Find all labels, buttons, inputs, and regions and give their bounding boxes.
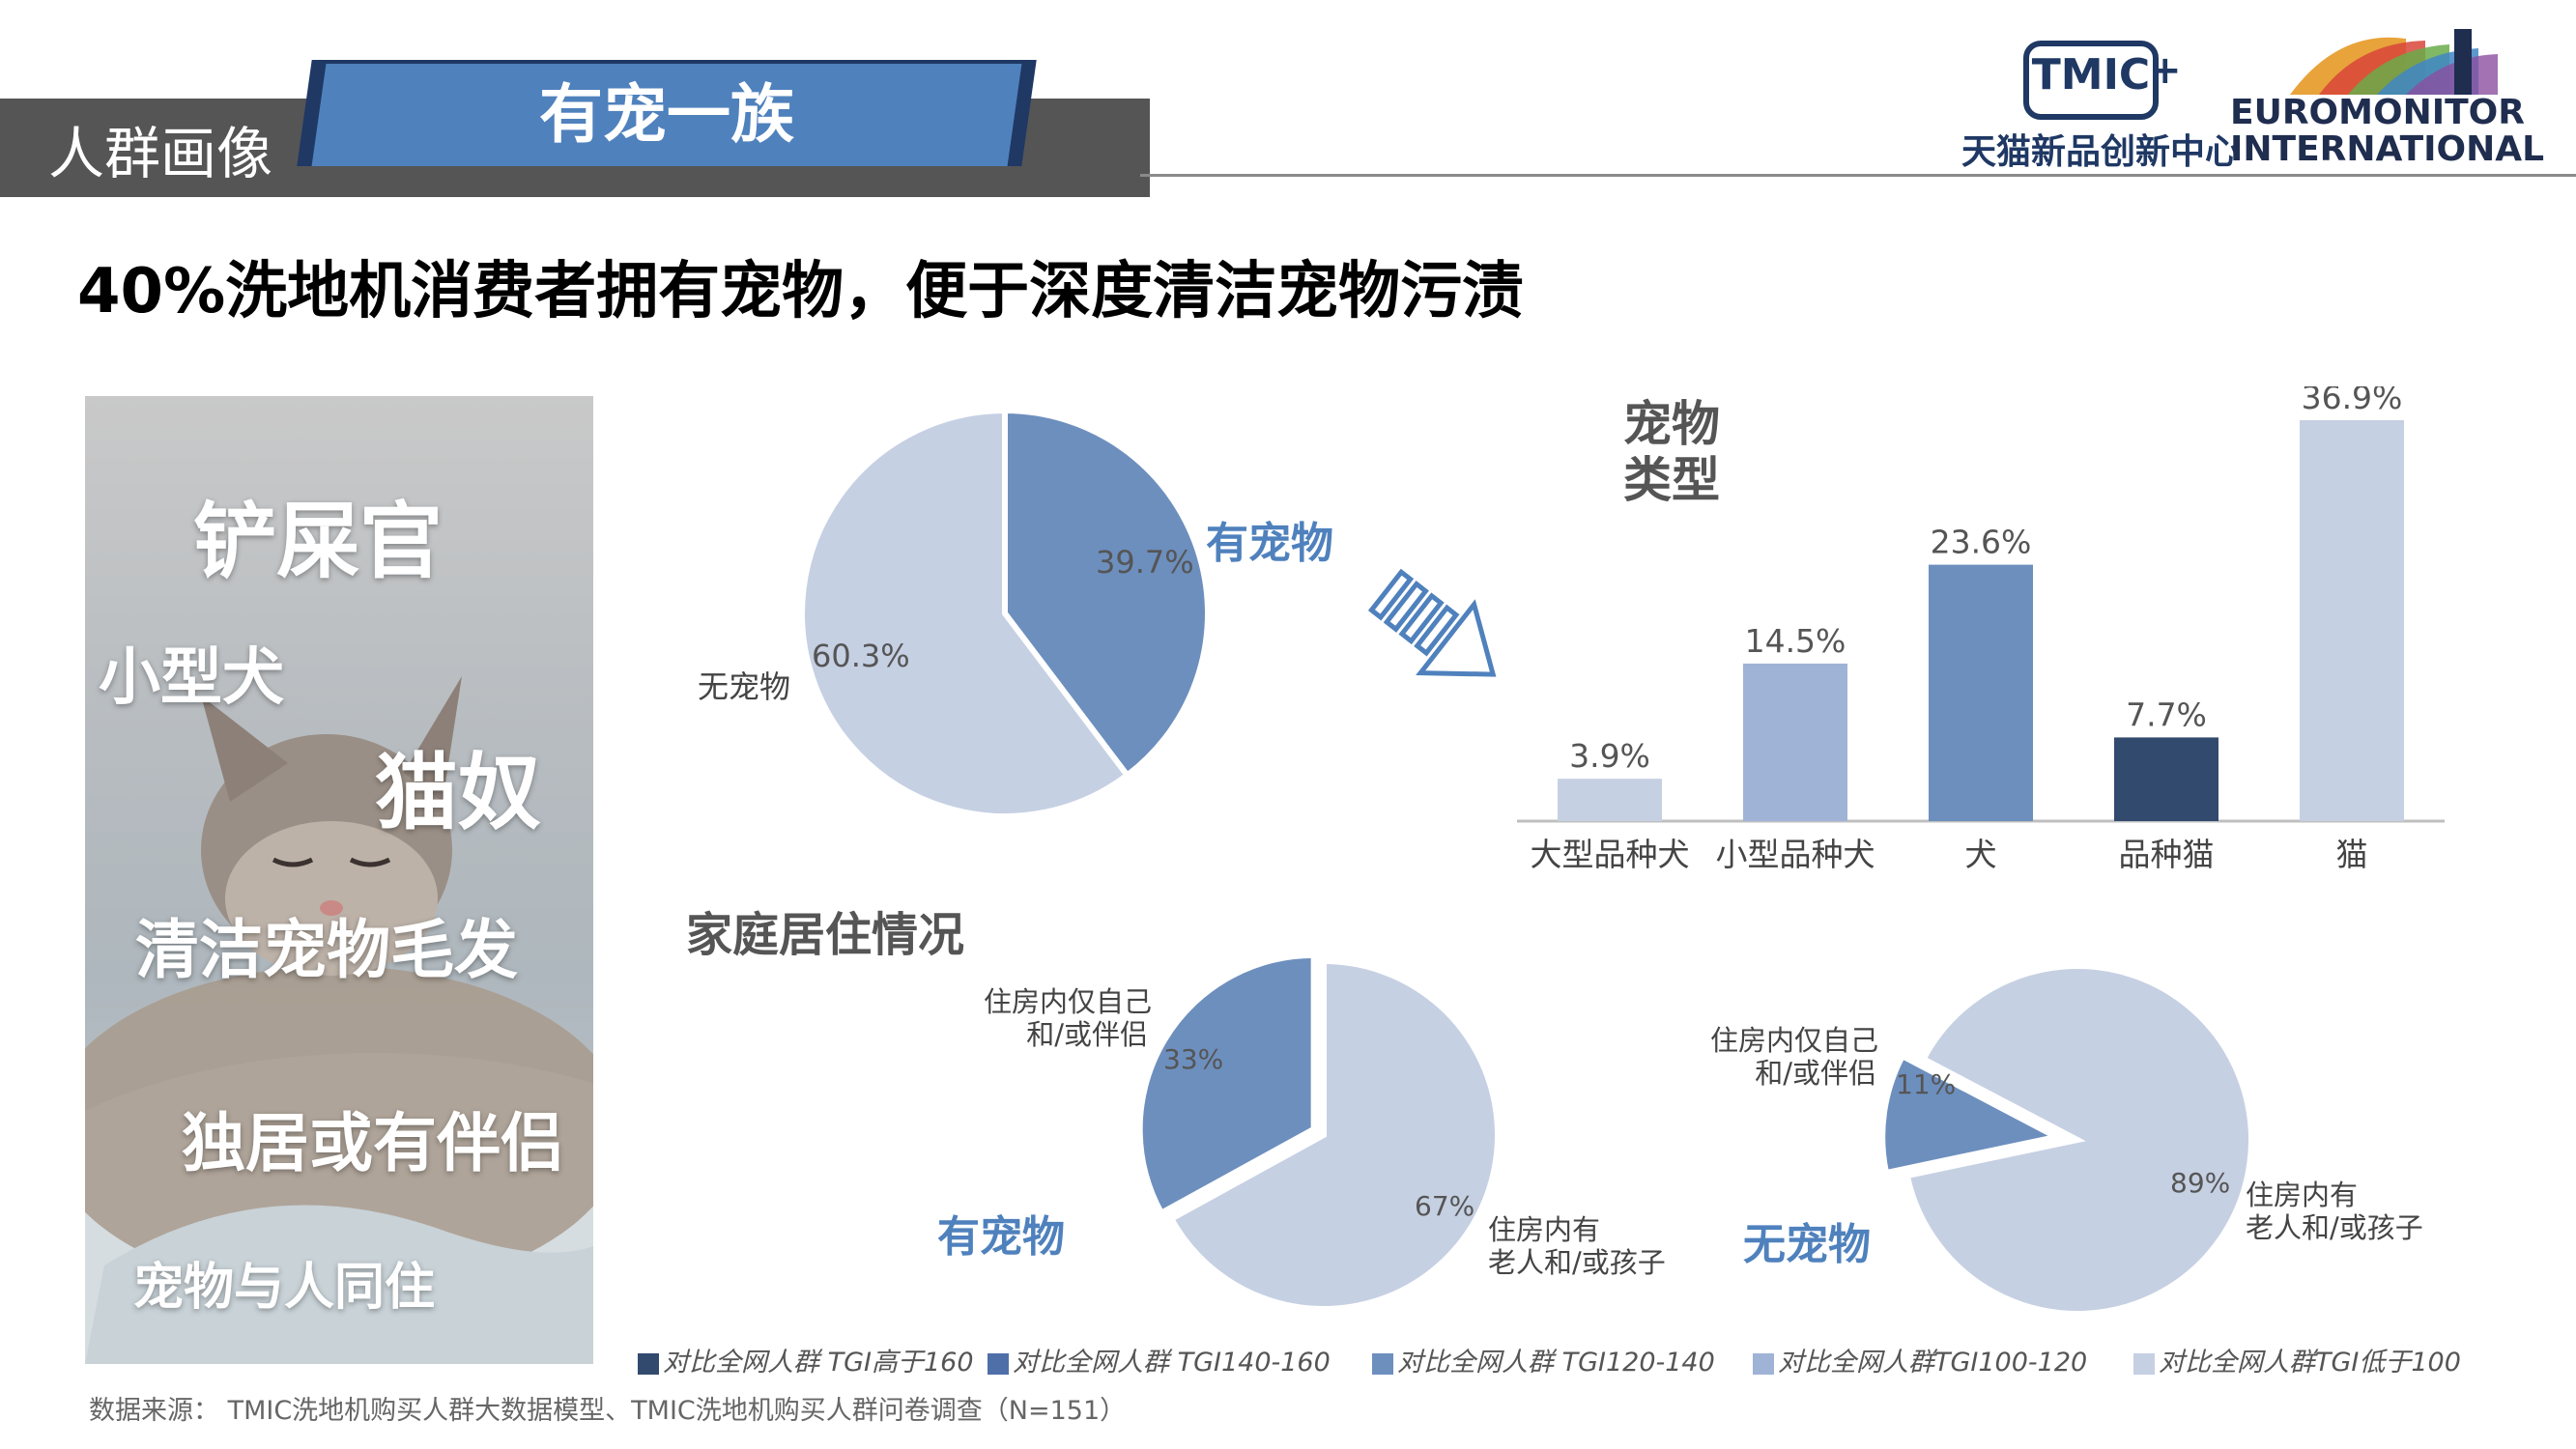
non-pet-owner-household-pie [1879,963,2251,1317]
pie3-alone-label-line2: 和/或伴侣 [1755,1057,1876,1090]
tmic-logo-cn: 天猫新品创新中心 [1961,132,2241,172]
pie3-slice-alone [1879,1052,2065,1177]
euromonitor-logo-mark [2290,29,2498,95]
bar-value-label: 7.7% [2126,696,2207,733]
tmic-logo-text: TMIC [2031,50,2151,99]
legend-label: 对比全网人群 TGI120-140 [1397,1348,1715,1378]
pie2-slice-elder [1167,957,1501,1312]
plus-icon: + [2149,48,2182,93]
pie2-alone-label-line2: 和/或伴侣 [1026,1018,1148,1051]
tgi-legend: 对比全网人群 TGI高于160 对比全网人群 TGI140-160 对比全网人群… [638,1341,2474,1379]
legend-swatch [987,1352,1009,1375]
bar-value-label: 23.6% [1931,524,2032,561]
pie2-alone-label-line1: 住房内仅自己 [984,985,1153,1018]
legend-label: 对比全网人群TGI100-120 [1778,1348,2088,1378]
legend-item-tgi-120-140: 对比全网人群 TGI120-140 [1372,1341,1715,1379]
tag-pets-live-with-people: 宠物与人同住 [133,1259,436,1317]
legend-swatch [1753,1352,1774,1375]
legend-label: 对比全网人群 TGI140-160 [1013,1348,1331,1378]
legend-item-tgi-lt100: 对比全网人群TGI低于100 [2133,1341,2461,1379]
pet-owner-household-pie [1136,952,1501,1312]
pie2-elder-label: 住房内有 老人和/或孩子 [1488,1213,1666,1279]
pie2-group-label: 有宠物 [937,1212,1065,1262]
pie2-elder-label-line2: 老人和/或孩子 [1488,1246,1666,1279]
sleeping-cat-illustration [85,676,593,1364]
arrow-right-down-icon [1367,568,1497,677]
tag-clean-pet-hair: 清洁宠物毛发 [135,913,518,987]
cat-photo: 铲屎官 小型犬 猫奴 清洁宠物毛发 独居或有伴侣 宠物与人同住 [85,396,593,1364]
pie3-elder-value: 89% [2170,1167,2231,1199]
bar [2114,737,2218,821]
legend-item-tgi-100-120: 对比全网人群TGI100-120 [1753,1341,2087,1379]
pie3-group-label: 无宠物 [1743,1220,1871,1269]
bar-category-label: 犬 [1965,836,1997,873]
bar-category-label: 猫 [2336,836,2368,873]
pie2-alone-value: 33% [1163,1043,1224,1075]
tab-label: 有宠一族 [539,77,794,152]
bar-value-label: 36.9% [2302,386,2403,416]
tag-poop-scooper: 铲屎官 [193,494,443,590]
pie3-alone-value: 11% [1896,1068,1957,1100]
header-divider [1140,174,2576,177]
section-label: 人群画像 [48,121,273,186]
pie3-elder-label-line1: 住房内有 [2246,1179,2359,1211]
legend-swatch [2133,1352,2155,1375]
bar-category-label: 大型品种犬 [1531,836,1690,873]
pie1-nopet-label: 无宠物 [698,668,791,705]
pie2-elder-label-line1: 住房内有 [1488,1213,1601,1246]
pie3-elder-label-line2: 老人和/或孩子 [2246,1211,2423,1244]
pie3-elder-label: 住房内有 老人和/或孩子 [2246,1179,2423,1244]
pie3-alone-label-line1: 住房内仅自己 [1710,1024,1879,1057]
pie2-alone-label: 住房内仅自己 和/或伴侣 [984,985,1153,1051]
bar-chart-title-line1: 宠物 [1623,396,1720,452]
bar [1929,564,2033,821]
bar-chart-title: 宠物 类型 [1623,396,1720,508]
legend-item-tgi-140-160: 对比全网人群 TGI140-160 [987,1341,1331,1379]
pie3-slice-elder [1903,963,2251,1317]
page-title: 40%洗地机消费者拥有宠物，便于深度清洁宠物污渍 [77,256,1525,327]
data-source-note: 数据来源： TMIC洗地机购买人群大数据模型、TMIC洗地机购买人群问卷调查（N… [89,1396,1127,1426]
pie1-nopet-value: 60.3% [812,638,910,674]
tab-pet-owners[interactable]: 有宠一族 [311,64,1022,166]
bar-category-label: 品种猫 [2119,836,2215,873]
legend-label: 对比全网人群 TGI高于160 [663,1348,974,1378]
pie2-slice-alone [1136,952,1317,1217]
legend-label: 对比全网人群TGI低于100 [2159,1348,2461,1378]
bar [1558,779,1662,821]
legend-item-tgi-gt160: 对比全网人群 TGI高于160 [638,1341,974,1379]
bar-category-label: 小型品种犬 [1716,836,1875,873]
home-section-title: 家庭居住情况 [686,908,965,962]
tag-small-dog: 小型犬 [99,642,284,714]
bar [1743,663,1847,821]
pie2-elder-value: 67% [1415,1190,1475,1222]
tag-living-alone-or-partner: 独居或有伴侣 [182,1106,564,1180]
legend-swatch [638,1352,659,1375]
pie1-pet-label: 有宠物 [1206,519,1333,568]
bar [2300,420,2404,821]
bar-value-label: 14.5% [1745,622,1846,660]
bar-value-label: 3.9% [1569,737,1650,775]
tag-cat-lover: 猫奴 [375,745,541,841]
legend-swatch [1372,1352,1393,1375]
pie3-alone-label: 住房内仅自己 和/或伴侣 [1710,1024,1879,1090]
pie1-slice-nopet [799,407,1131,819]
pet-type-bar-chart: 3.9% 大型品种犬 14.5% 小型品种犬 23.6% 犬 7.7% 品种猫 36.9% 猫 [1517,386,2445,873]
euromonitor-logo-text: EUROMONITOR INTERNATIONAL [2230,93,2545,169]
pie1-slice-pet [1002,407,1211,780]
bar-chart-title-line2: 类型 [1623,452,1720,508]
pie1-pet-value: 39.7% [1096,544,1194,581]
tmic-logo-frame [2023,41,2159,120]
pet-ownership-pie [799,407,1211,819]
